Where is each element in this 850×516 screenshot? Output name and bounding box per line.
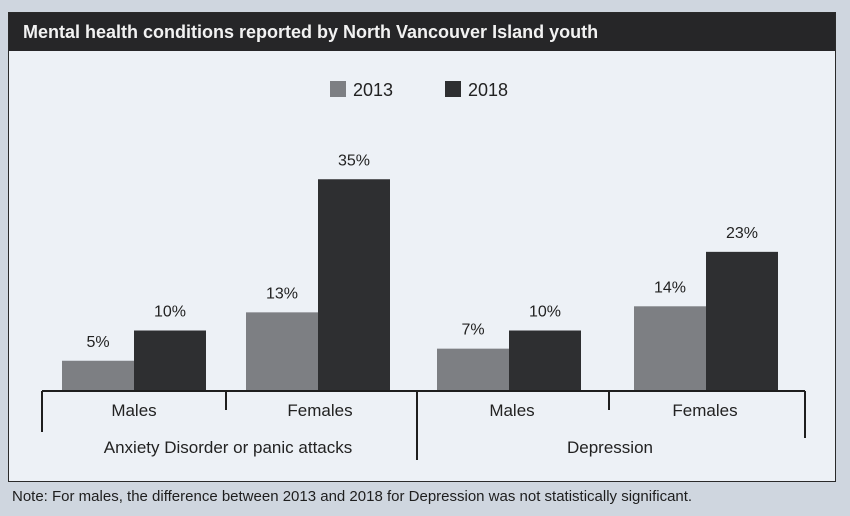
legend-swatch-2018 [445, 81, 461, 97]
chart-card: Mental health conditions reported by Nor… [8, 12, 836, 482]
bar-2013-2 [437, 348, 509, 391]
bar-2018-1 [318, 179, 390, 391]
legend-label-2018: 2018 [468, 80, 508, 100]
bar-2013-1 [246, 312, 318, 391]
data-label-2013-3: 14% [654, 279, 686, 296]
category-label-0: Males [111, 401, 156, 420]
data-label-2018-2: 10% [529, 304, 561, 321]
legend-label-2013: 2013 [353, 80, 393, 100]
bar-2013-3 [634, 306, 706, 391]
data-label-2013-2: 7% [461, 322, 484, 339]
data-label-2013-1: 13% [266, 285, 298, 302]
legend-swatch-2013 [330, 81, 346, 97]
bar-2018-0 [134, 330, 206, 391]
data-label-2018-1: 35% [338, 152, 370, 169]
chart-note: Note: For males, the difference between … [12, 488, 693, 505]
group-label-0: Anxiety Disorder or panic attacks [104, 438, 353, 457]
bar-2013-0 [62, 360, 134, 391]
category-label-3: Females [672, 401, 737, 420]
category-label-1: Females [287, 401, 352, 420]
data-label-2013-0: 5% [86, 334, 109, 351]
group-label-1: Depression [567, 438, 653, 457]
data-label-2018-3: 23% [726, 225, 758, 242]
bar-2018-2 [509, 330, 581, 391]
category-label-2: Males [489, 401, 534, 420]
data-label-2018-0: 10% [154, 304, 186, 321]
chart-title: Mental health conditions reported by Nor… [9, 13, 835, 51]
bar-2018-3 [706, 251, 778, 391]
